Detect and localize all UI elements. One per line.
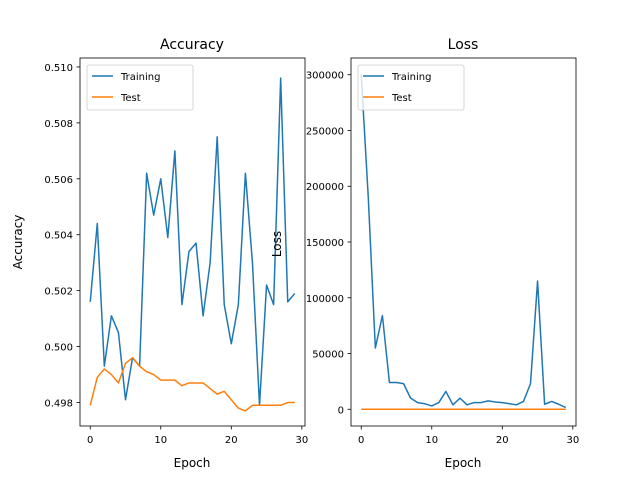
accuracy-title: Accuracy (160, 37, 224, 53)
loss-title: Loss (448, 37, 479, 53)
loss-y-tick-label: 0 (338, 405, 344, 416)
loss-y-tick-label: 200000 (306, 182, 344, 193)
loss-y-tick-label: 100000 (306, 294, 344, 305)
accuracy-y-tick-label: 0.508 (44, 119, 73, 130)
loss-x-label: Epoch (445, 456, 482, 470)
accuracy-y-tick-label: 0.502 (44, 287, 73, 298)
loss-panel: Loss Epoch Loss 0 10 20 30 0 50000 100000 15000… (270, 37, 579, 470)
loss-series-training-line (360, 74, 567, 409)
loss-x-tick-label: 20 (496, 435, 509, 446)
loss-y-label: Loss (270, 231, 284, 257)
accuracy-y-label: Accuracy (11, 215, 25, 270)
accuracy-x-label: Epoch (174, 456, 211, 470)
loss-y-tick-label: 50000 (312, 350, 344, 361)
loss-y-tick-label: 150000 (306, 238, 344, 249)
accuracy-y-tick-label: 0.510 (44, 63, 73, 74)
loss-y-tick-label: 300000 (306, 71, 344, 82)
accuracy-x-tick-label: 30 (295, 435, 308, 446)
loss-legend-box (357, 64, 465, 111)
accuracy-y-tick-label: 0.504 (44, 231, 73, 242)
accuracy-legend-test-label: Test (120, 93, 141, 104)
loss-legend-training-label: Training (391, 72, 431, 83)
loss-x-tick-label: 0 (358, 435, 364, 446)
accuracy-axes-frame (79, 57, 306, 427)
loss-x-tick-label: 30 (566, 435, 579, 446)
accuracy-x-tick-label: 10 (154, 435, 167, 446)
accuracy-series-training-line (89, 77, 296, 407)
accuracy-panel: Accuracy Epoch Accuracy 0 10 20 30 0.498 0.50… (11, 37, 308, 470)
accuracy-y-tick-label: 0.498 (44, 399, 73, 410)
accuracy-legend-training-label: Training (120, 72, 160, 83)
accuracy-legend-box (86, 64, 194, 111)
loss-x-tick-label: 10 (425, 435, 438, 446)
accuracy-x-tick-label: 20 (225, 435, 238, 446)
accuracy-y-tick-label: 0.506 (44, 175, 73, 186)
loss-y-tick-label: 250000 (306, 126, 344, 137)
accuracy-y-tick-label: 0.500 (44, 343, 73, 354)
accuracy-x-tick-label: 0 (87, 435, 93, 446)
loss-legend-test-label: Test (391, 93, 412, 104)
accuracy-series-test-line (89, 357, 295, 412)
